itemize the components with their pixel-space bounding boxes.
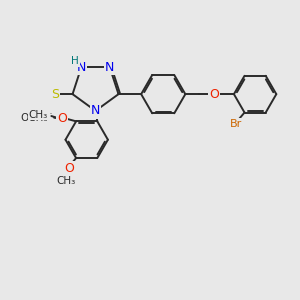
Text: N: N bbox=[105, 61, 114, 74]
Text: O: O bbox=[209, 88, 219, 101]
Text: OCH₃: OCH₃ bbox=[20, 113, 47, 123]
Text: S: S bbox=[51, 88, 59, 101]
Text: H: H bbox=[71, 56, 79, 66]
Text: Br: Br bbox=[230, 119, 242, 129]
Text: O: O bbox=[64, 162, 74, 175]
Text: O: O bbox=[57, 112, 67, 125]
Text: OCH₃: OCH₃ bbox=[50, 112, 54, 114]
Text: CH₃: CH₃ bbox=[28, 110, 48, 120]
Text: N: N bbox=[76, 61, 86, 74]
Text: N: N bbox=[91, 104, 100, 117]
Text: O: O bbox=[57, 112, 67, 125]
Text: CH₃: CH₃ bbox=[57, 176, 76, 186]
